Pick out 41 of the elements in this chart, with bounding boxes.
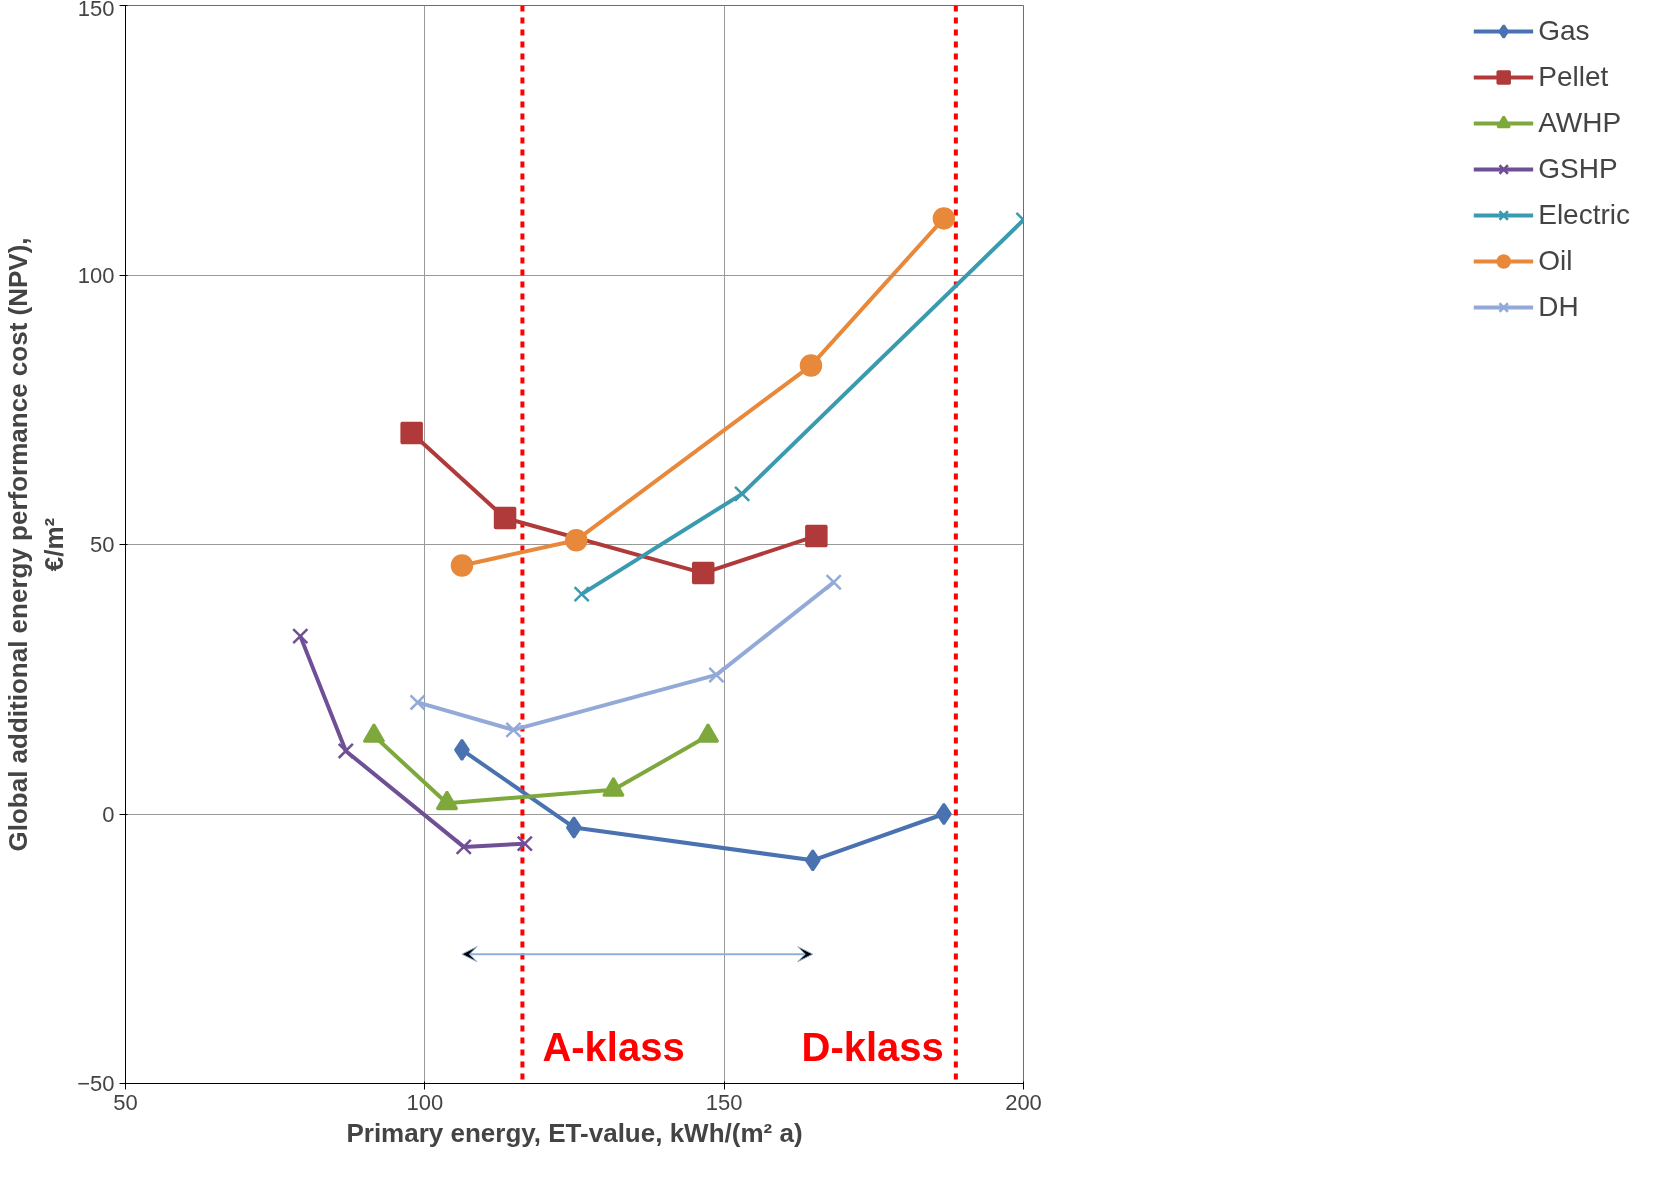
y-axis-title: Global additional energy performance cost (NPV), €/m² [3,237,70,852]
y-tick-label: 100 [77,262,115,288]
y-tick-label: 50 [90,532,115,557]
point [409,694,426,711]
point [565,528,588,552]
legend-label: AWHP [1538,107,1622,139]
legend-label: Oil [1538,245,1573,277]
point [565,816,582,839]
legend-label: Pellet [1538,61,1609,93]
legend-label: Gas [1538,15,1590,47]
y-tick-label: −50 [77,1071,115,1096]
point [935,802,952,826]
point [493,506,517,530]
x-tick-label: 150 [705,1089,743,1115]
x-axis-title: Primary energy, ET-value, kWh/(m² a) [346,1117,803,1148]
point [516,835,534,852]
x-tick-label: 200 [1005,1089,1042,1115]
point [805,524,828,548]
point [455,838,473,856]
legend-label: GSHP [1538,153,1618,185]
y-tick-label: 0 [102,801,115,827]
point [825,573,843,591]
point [691,561,715,585]
x-tick-label: 100 [406,1089,444,1115]
point [291,627,309,645]
point [573,585,591,603]
point [400,421,423,445]
legend-label: DH [1538,291,1579,323]
ref-line-label: A-klass [542,1024,685,1069]
point [733,485,751,503]
legend-label: Electric [1538,199,1630,231]
point [708,666,725,684]
point [337,742,355,760]
ref-line-label: D-klass [801,1024,944,1069]
point [932,207,956,230]
y-tick-label: 150 [77,0,115,21]
point [505,721,522,739]
point [799,354,823,377]
x-tick-label: 50 [113,1089,138,1115]
point [450,554,474,577]
point [804,849,821,872]
